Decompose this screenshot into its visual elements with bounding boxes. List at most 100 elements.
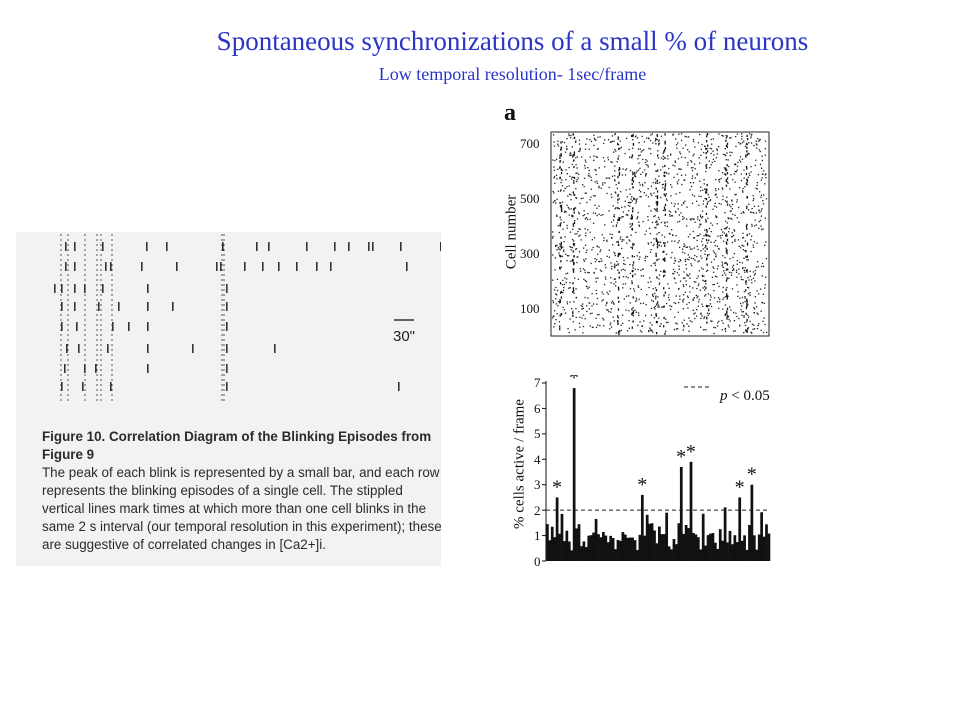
sync-streak-dot: [705, 239, 708, 242]
activity-dot: [569, 193, 571, 195]
activity-dot: [714, 160, 716, 163]
sync-streak-dot: [632, 270, 634, 273]
activity-dot: [637, 312, 640, 314]
activity-dot: [643, 141, 646, 143]
activity-dot: [618, 155, 620, 157]
activity-dot: [703, 179, 705, 181]
sync-streak-dot: [664, 221, 666, 224]
activity-dot: [742, 211, 744, 213]
sync-streak-dot: [706, 228, 708, 231]
histogram-bar: [694, 534, 698, 561]
activity-dot: [726, 152, 728, 154]
activity-dot: [706, 242, 709, 244]
sync-streak-dot: [663, 250, 665, 253]
sync-streak-dot: [656, 200, 659, 204]
activity-dot: [746, 244, 749, 246]
activity-dot: [609, 141, 612, 143]
sync-streak-dot: [560, 153, 562, 156]
histogram-bar: [684, 525, 688, 561]
blink-bar: [64, 364, 66, 373]
activity-dot: [689, 277, 691, 279]
activity-dot: [716, 153, 718, 155]
activity-dot: [610, 282, 612, 284]
activity-dot: [561, 284, 564, 286]
activity-dot: [575, 197, 577, 199]
activity-dot: [584, 244, 587, 246]
activity-dot: [758, 139, 761, 141]
activity-dot: [759, 163, 762, 165]
activity-dot: [703, 280, 705, 282]
sync-streak-dot: [746, 150, 748, 153]
activity-dot: [711, 224, 714, 226]
activity-dot: [587, 218, 589, 221]
blink-bar: [220, 262, 222, 271]
histogram-bar: [619, 540, 622, 561]
activity-dot: [553, 141, 555, 143]
histogram-bar: [760, 512, 763, 561]
activity-dot: [654, 292, 656, 295]
activity-dot: [632, 147, 634, 149]
sync-streak-dot: [559, 314, 561, 317]
activity-dot: [764, 244, 766, 246]
activity-dot: [648, 205, 650, 207]
activity-dot: [709, 147, 711, 149]
activity-dot: [650, 307, 653, 310]
activity-dot: [688, 330, 690, 332]
activity-dot: [617, 269, 619, 271]
activity-dot: [718, 133, 720, 135]
activity-dot: [641, 150, 644, 152]
activity-dot: [603, 239, 605, 242]
activity-dot: [681, 204, 683, 206]
activity-dot: [592, 222, 595, 224]
activity-dot: [660, 270, 662, 273]
activity-dot: [575, 307, 577, 310]
activity-dot: [704, 229, 706, 231]
activity-dot: [632, 139, 634, 141]
activity-dot: [657, 140, 660, 142]
activity-dot: [565, 281, 567, 284]
activity-dot: [747, 316, 750, 318]
activity-dot: [721, 134, 723, 137]
sync-streak-dot: [656, 154, 659, 157]
activity-dot: [700, 195, 702, 198]
cell-map-ytick: 300: [520, 246, 540, 261]
activity-dot: [684, 258, 686, 261]
activity-dot: [710, 164, 712, 166]
activity-dot: [557, 168, 559, 170]
activity-dot: [633, 288, 635, 290]
activity-dot: [638, 162, 640, 164]
activity-dot: [629, 205, 631, 207]
activity-dot: [637, 148, 640, 150]
sync-streak-dot: [726, 238, 729, 241]
activity-dot: [730, 217, 732, 219]
activity-dot: [755, 224, 757, 226]
activity-dot: [701, 210, 704, 212]
activity-dot: [755, 187, 757, 189]
activity-dot: [591, 239, 593, 241]
activity-dot: [669, 211, 672, 213]
activity-dot: [742, 191, 744, 193]
activity-dot: [576, 218, 579, 220]
activity-dot: [642, 302, 645, 304]
activity-dot: [716, 149, 718, 151]
sync-streak-dot: [705, 164, 707, 167]
activity-dot: [754, 302, 756, 304]
activity-dot: [693, 153, 695, 155]
activity-dot: [655, 227, 657, 229]
cell-map-ylabel: Cell number: [503, 194, 520, 270]
activity-dot: [744, 324, 747, 327]
blink-bar: [84, 284, 86, 293]
sync-streak-dot: [631, 182, 633, 186]
activity-dot: [731, 199, 733, 201]
sync-streak-dot: [664, 156, 666, 160]
activity-dot: [609, 328, 611, 330]
activity-dot: [665, 198, 668, 200]
activity-dot: [553, 145, 556, 147]
activity-dot: [624, 174, 627, 176]
activity-dot: [563, 283, 566, 286]
activity-dot: [613, 214, 615, 216]
activity-dot: [761, 177, 763, 179]
activity-dot: [683, 217, 685, 219]
activity-dot: [686, 258, 688, 260]
activity-dot: [685, 246, 687, 248]
